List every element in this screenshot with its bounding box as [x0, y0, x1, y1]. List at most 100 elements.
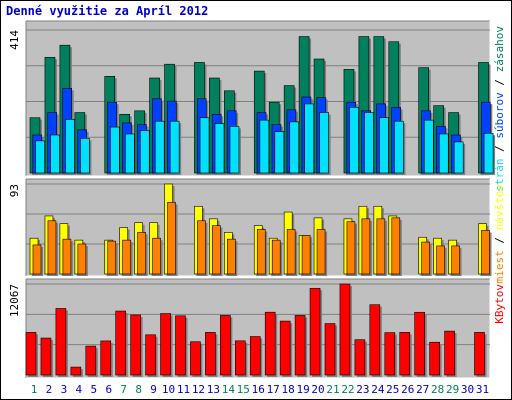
- pages-bar: [259, 119, 270, 174]
- day-label: 10: [162, 383, 175, 396]
- kbytes-legend-entry: KBytov: [493, 284, 506, 324]
- hits-legend-entry: súborov: [493, 92, 506, 139]
- kbytes-bar: [294, 315, 306, 376]
- day-label: 22: [341, 383, 354, 396]
- day-label: 25: [386, 383, 399, 396]
- day-label: 29: [446, 383, 459, 396]
- kbytes-bar: [100, 340, 112, 376]
- day-label: 7: [120, 383, 127, 396]
- pages-bar: [394, 120, 404, 174]
- kbytes-bar: [279, 320, 291, 376]
- kbytes-bar: [25, 332, 37, 376]
- day-label: 18: [282, 383, 295, 396]
- sites-bar: [391, 217, 401, 275]
- pages-bar: [349, 107, 359, 174]
- kbytes-legend: KBytov: [493, 284, 506, 324]
- sites-bar: [107, 240, 117, 275]
- day-label: 9: [150, 383, 157, 396]
- pages-bar: [364, 112, 374, 174]
- hits-legend-entry: strán: [493, 158, 506, 191]
- pages-bar: [379, 117, 389, 174]
- pages-bar: [483, 132, 494, 174]
- sites-bar: [77, 243, 87, 275]
- pages-bar: [154, 120, 165, 174]
- visits-legend: miest / návštev: [493, 184, 506, 284]
- kbytes-bar: [85, 345, 97, 376]
- pages-bar: [319, 112, 329, 174]
- sites-bar: [316, 229, 326, 275]
- day-label: 31: [476, 383, 489, 396]
- sites-bar: [197, 220, 206, 275]
- pages-bar: [65, 119, 75, 174]
- kbytes-bar: [115, 310, 126, 376]
- kbytes-bar: [205, 332, 216, 376]
- day-label: 28: [431, 383, 444, 396]
- day-label: 13: [207, 383, 220, 396]
- day-label: 2: [46, 383, 53, 396]
- sites-bar: [212, 225, 221, 275]
- kbytes-bar: [414, 311, 426, 376]
- day-label: 16: [252, 383, 265, 396]
- kbytes-bar: [264, 311, 276, 376]
- pages-bar: [139, 130, 150, 174]
- sites-bar: [47, 220, 57, 275]
- chart-title: Denné využitie za Apríl 2012: [6, 4, 209, 18]
- day-label: 17: [267, 383, 280, 396]
- pages-bar: [453, 141, 464, 174]
- kbytes-bar: [249, 336, 261, 376]
- day-label: 26: [401, 383, 414, 396]
- sites-bar: [346, 221, 356, 275]
- kbytes-bar: [55, 308, 67, 376]
- day-label: 21: [326, 383, 339, 396]
- sites-bar: [32, 244, 42, 275]
- day-label: 27: [416, 383, 429, 396]
- kbytes-bar: [324, 323, 336, 376]
- pages-bar: [35, 140, 45, 174]
- hits-legend-entry: zásahov: [493, 26, 506, 73]
- kbytes-bar: [339, 283, 351, 376]
- pages-bar: [80, 138, 90, 174]
- day-label: 15: [237, 383, 250, 396]
- sites-bar: [286, 229, 296, 275]
- sites-bar: [436, 245, 445, 275]
- pages-bar: [229, 126, 240, 174]
- day-label: 23: [356, 383, 369, 396]
- sites-bar: [227, 238, 236, 275]
- day-label: 12: [192, 383, 205, 396]
- hits-legend: strán / súborov / zásahov: [493, 26, 506, 192]
- kbytes-bar: [444, 330, 455, 376]
- day-label: 4: [76, 383, 83, 396]
- day-label: 30: [461, 383, 474, 396]
- sites-bar: [271, 239, 281, 275]
- sites-bar: [376, 218, 386, 275]
- hits-ytick-label: 414: [8, 30, 21, 50]
- sites-bar: [167, 202, 176, 275]
- sites-bar: [421, 241, 431, 275]
- pages-bar: [110, 126, 120, 174]
- pages-bar: [199, 117, 210, 174]
- day-label: 20: [311, 383, 324, 396]
- visits-ytick-label: 93: [8, 184, 21, 197]
- sites-bar: [451, 245, 460, 275]
- sites-bar: [361, 218, 371, 275]
- kbytes-bar: [369, 304, 381, 376]
- sites-bar: [256, 229, 266, 275]
- day-label: 11: [177, 383, 190, 396]
- kbytes-bar: [190, 341, 201, 376]
- pages-bar: [50, 134, 60, 174]
- kbytes-bar: [40, 337, 52, 376]
- kbytes-bar: [160, 313, 171, 376]
- sites-bar: [481, 230, 490, 275]
- visits-legend-entry: návštev: [493, 184, 506, 231]
- kbytes-bar: [309, 287, 321, 376]
- sites-bar: [137, 232, 146, 275]
- pages-bar: [289, 121, 300, 174]
- kbytes-bar: [130, 314, 141, 376]
- day-label: 8: [135, 383, 142, 396]
- sites-bar: [301, 234, 311, 275]
- sites-bar: [122, 239, 131, 275]
- pages-bar: [274, 131, 285, 174]
- pages-bar: [214, 123, 225, 174]
- day-label: 5: [90, 383, 97, 396]
- pages-bar: [169, 120, 180, 174]
